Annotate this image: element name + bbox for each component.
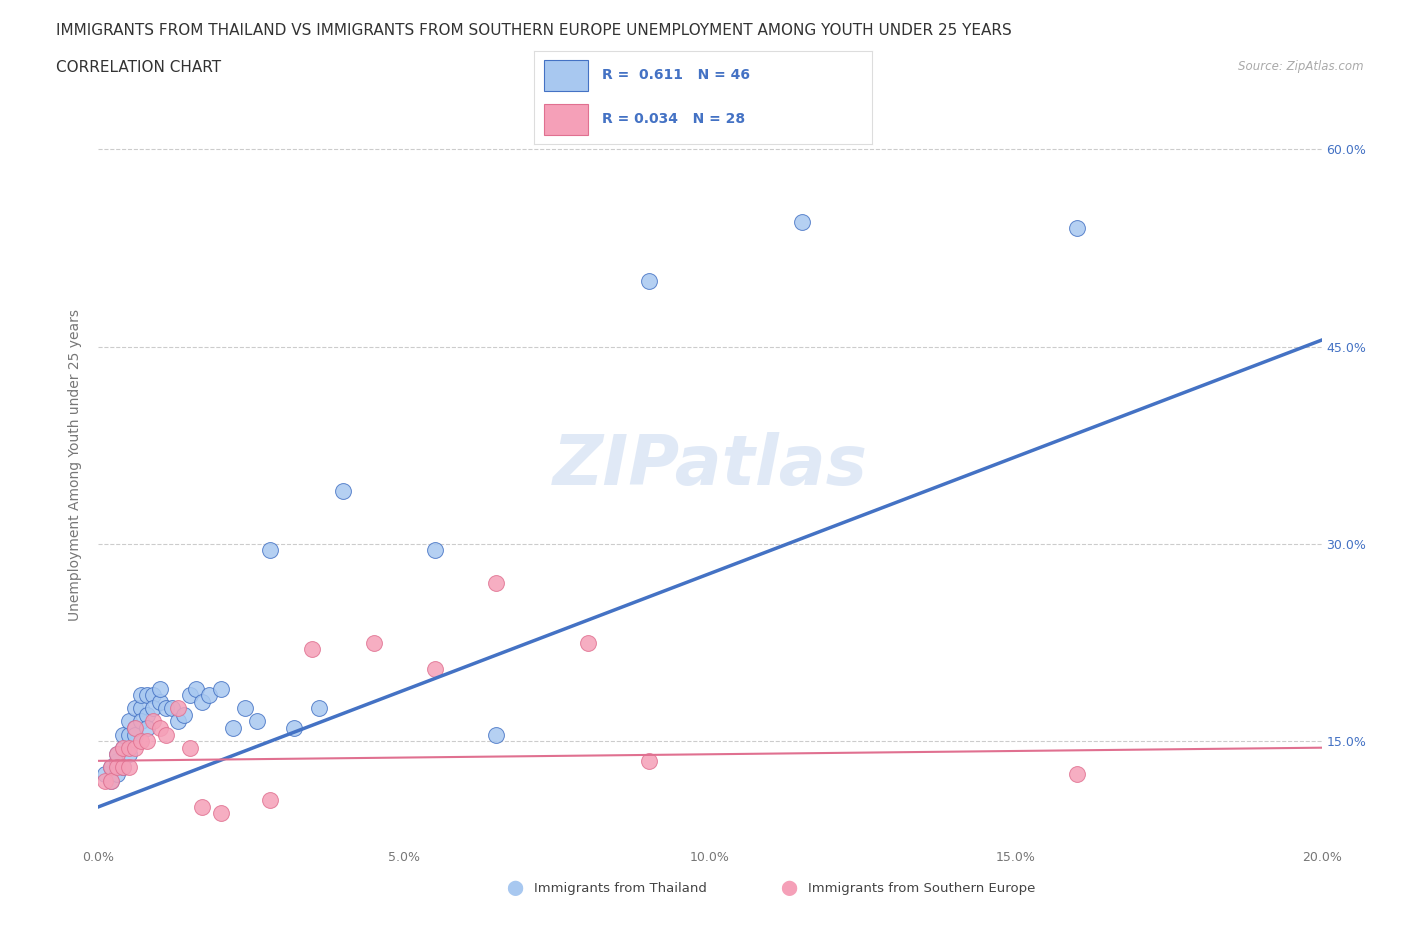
Point [124, 721, 146, 736]
Point [129, 714, 152, 729]
Bar [544, 104, 588, 135]
Point [100, 760, 122, 775]
Point [222, 721, 245, 736]
Point [93, 766, 115, 781]
Point [186, 681, 208, 696]
Point [259, 793, 281, 808]
Point [246, 714, 269, 729]
Point [105, 760, 128, 775]
Point [197, 687, 219, 702]
Point [136, 687, 159, 702]
Point [124, 740, 146, 755]
Point [111, 740, 134, 755]
Bar [544, 60, 588, 91]
Point [105, 766, 128, 781]
Point [118, 714, 141, 729]
Point [233, 701, 256, 716]
Point [423, 661, 446, 676]
Point [105, 753, 128, 768]
Point [485, 727, 508, 742]
Point [191, 694, 214, 709]
Point [283, 721, 305, 736]
Point [124, 701, 146, 716]
Point [167, 701, 190, 716]
Point [790, 214, 813, 229]
Point [209, 806, 232, 821]
Point [173, 708, 195, 723]
Point [179, 740, 201, 755]
Point [637, 273, 661, 288]
Point [129, 734, 152, 749]
Point [136, 734, 159, 749]
Point [136, 708, 159, 723]
Point [179, 687, 201, 702]
Text: ⬤: ⬤ [506, 881, 523, 896]
Text: R =  0.611   N = 46: R = 0.611 N = 46 [602, 68, 749, 83]
Text: Source: ZipAtlas.com: Source: ZipAtlas.com [1239, 60, 1364, 73]
Point [105, 747, 128, 762]
Point [155, 727, 177, 742]
Point [100, 773, 122, 788]
Point [149, 721, 172, 736]
Point [1066, 221, 1088, 236]
Point [142, 687, 165, 702]
Point [142, 714, 165, 729]
Text: CORRELATION CHART: CORRELATION CHART [56, 60, 221, 75]
Point [485, 576, 508, 591]
Text: IMMIGRANTS FROM THAILAND VS IMMIGRANTS FROM SOUTHERN EUROPE UNEMPLOYMENT AMONG Y: IMMIGRANTS FROM THAILAND VS IMMIGRANTS F… [56, 23, 1012, 38]
Point [93, 773, 115, 788]
Point [136, 721, 159, 736]
Point [149, 681, 172, 696]
Point [105, 747, 128, 762]
Point [576, 635, 599, 650]
Text: R = 0.034   N = 28: R = 0.034 N = 28 [602, 112, 745, 126]
Point [111, 740, 134, 755]
Text: ⬤: ⬤ [780, 881, 797, 896]
Point [111, 727, 134, 742]
Point [124, 727, 146, 742]
Point [111, 760, 134, 775]
Point [423, 543, 446, 558]
Text: ZIPatlas: ZIPatlas [553, 432, 868, 498]
Point [129, 687, 152, 702]
Point [301, 642, 323, 657]
Point [332, 484, 354, 498]
Point [100, 760, 122, 775]
Point [118, 727, 141, 742]
Point [149, 694, 172, 709]
Text: Immigrants from Southern Europe: Immigrants from Southern Europe [808, 882, 1036, 895]
Point [124, 721, 146, 736]
Point [1066, 766, 1088, 781]
Point [111, 760, 134, 775]
Point [118, 747, 141, 762]
Point [155, 701, 177, 716]
Point [191, 800, 214, 815]
Point [259, 543, 281, 558]
Point [160, 701, 183, 716]
Point [142, 701, 165, 716]
Point [118, 740, 141, 755]
Point [167, 714, 190, 729]
Point [129, 701, 152, 716]
Point [308, 701, 330, 716]
Y-axis label: Unemployment Among Youth under 25 years: Unemployment Among Youth under 25 years [69, 309, 83, 621]
Point [209, 681, 232, 696]
Point [118, 760, 141, 775]
Point [363, 635, 385, 650]
Text: Immigrants from Thailand: Immigrants from Thailand [534, 882, 707, 895]
Point [637, 753, 661, 768]
Point [100, 773, 122, 788]
